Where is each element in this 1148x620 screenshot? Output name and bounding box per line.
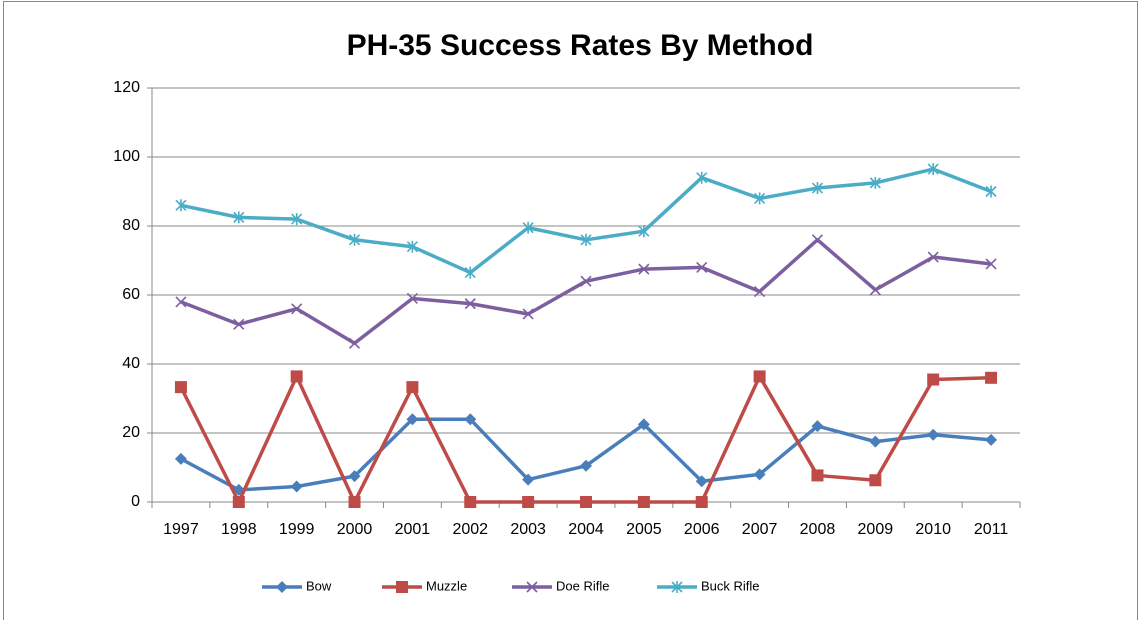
marker: [811, 182, 824, 195]
marker: [406, 381, 419, 394]
marker: [580, 459, 592, 472]
marker: [695, 496, 708, 508]
x-tick-label: 2001: [395, 521, 431, 538]
marker: [406, 292, 418, 305]
marker: [811, 469, 824, 482]
marker: [174, 452, 187, 465]
marker: [927, 251, 939, 263]
marker: [869, 176, 881, 189]
x-tick-label: 2010: [915, 521, 951, 538]
marker: [522, 308, 534, 320]
marker: [811, 234, 824, 246]
legend-label: Bow: [306, 578, 332, 593]
x-tick-label: 2009: [858, 521, 894, 538]
legend-label: Muzzle: [426, 578, 467, 593]
marker: [522, 473, 535, 486]
marker: [637, 496, 650, 508]
x-tick-label: 2002: [452, 521, 488, 538]
marker: [464, 496, 477, 508]
marker: [753, 468, 766, 481]
marker: [696, 261, 708, 273]
x-tick-label: 1999: [279, 521, 315, 538]
marker: [290, 370, 303, 383]
legend: Bow Muzzle Doe Rifle Buck Rifle: [262, 578, 760, 593]
x-tick-label: 2007: [742, 521, 778, 538]
marker: [464, 266, 476, 279]
y-tick-label: 100: [113, 148, 140, 165]
marker: [869, 474, 882, 487]
marker: [985, 185, 997, 198]
marker: [174, 381, 187, 394]
marker: [869, 435, 882, 448]
marker: [637, 418, 650, 431]
marker: [696, 171, 708, 184]
marker: [985, 433, 998, 446]
chart-title: PH-35 Success Rates By Method: [347, 29, 814, 62]
marker: [580, 496, 592, 508]
x-tick-label: 2006: [684, 521, 720, 538]
marker: [348, 496, 361, 508]
marker: [671, 581, 683, 593]
y-tick-label: 120: [113, 79, 140, 96]
marker: [233, 318, 245, 330]
marker: [522, 221, 534, 234]
marker: [406, 240, 418, 253]
marker: [522, 496, 535, 508]
marker: [291, 213, 303, 226]
x-tick-label: 2011: [974, 521, 1009, 538]
x-tick-label: 2003: [510, 521, 546, 538]
x-tick-label: 2000: [337, 521, 373, 538]
x-tick-label: 2004: [568, 521, 604, 538]
marker: [869, 284, 881, 296]
x-tick-label: 2008: [800, 521, 836, 538]
marker: [754, 192, 766, 205]
marker: [927, 428, 940, 441]
x-tick-label: 2005: [626, 521, 662, 538]
marker: [175, 199, 187, 212]
marker: [276, 581, 288, 593]
marker: [290, 480, 303, 493]
marker: [811, 420, 824, 433]
marker: [291, 303, 303, 315]
marker: [580, 275, 592, 287]
x-tick-label: 1997: [163, 521, 199, 538]
marker: [927, 373, 940, 386]
marker: [927, 163, 939, 176]
marker: [348, 470, 361, 483]
y-tick-label: 60: [122, 286, 140, 303]
marker: [638, 225, 650, 238]
marker: [695, 475, 708, 488]
x-tick-label: 1998: [221, 521, 257, 538]
marker: [753, 370, 766, 383]
marker: [580, 233, 592, 246]
marker: [526, 581, 538, 593]
marker: [464, 413, 477, 426]
y-tick-label: 80: [122, 217, 140, 234]
marker: [638, 263, 650, 275]
marker: [396, 581, 408, 593]
marker: [754, 285, 766, 298]
marker: [985, 258, 997, 270]
marker: [406, 413, 419, 426]
chart-frame: [3, 1, 1138, 620]
marker: [464, 298, 476, 310]
marker: [175, 296, 187, 308]
marker: [985, 371, 998, 384]
y-tick-label: 40: [122, 355, 140, 372]
marker: [348, 337, 361, 349]
marker: [233, 211, 245, 224]
marker: [232, 496, 245, 508]
y-tick-label: 20: [122, 424, 140, 441]
marker: [348, 233, 361, 246]
legend-label: Buck Rifle: [701, 578, 760, 593]
y-tick-label: 0: [131, 493, 140, 510]
legend-label: Doe Rifle: [556, 578, 609, 593]
